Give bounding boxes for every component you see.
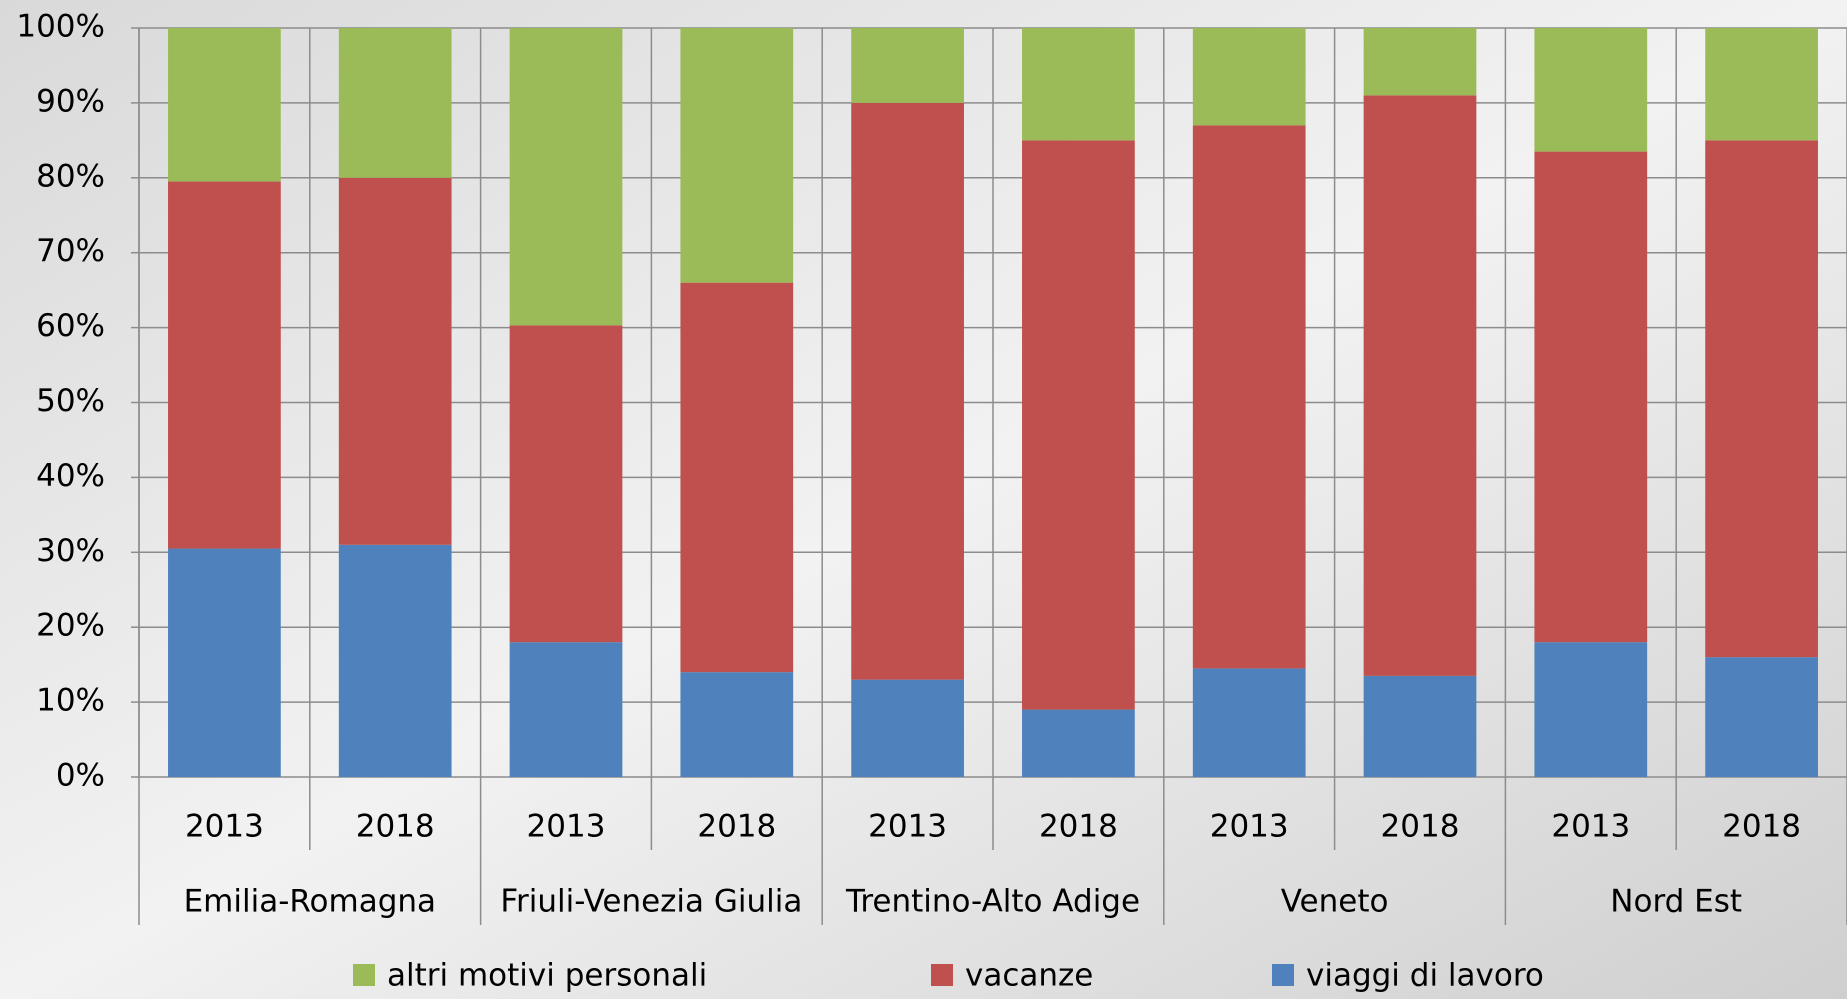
x-tick-label: 2013 <box>185 809 264 845</box>
y-tick-label: 40% <box>36 458 105 494</box>
y-tick-label: 80% <box>36 158 105 194</box>
y-tick-label: 50% <box>36 383 105 419</box>
y-tick-label: 60% <box>36 308 105 344</box>
bar-segment <box>1534 28 1648 152</box>
bar-segment <box>680 282 794 673</box>
group-label: Trentino-Alto Adige <box>845 884 1140 920</box>
legend-swatch <box>353 964 375 986</box>
y-tick-label: 100% <box>16 9 105 45</box>
bar-segment <box>338 28 452 178</box>
x-tick-label: 2018 <box>1039 809 1118 845</box>
group-label: Veneto <box>1281 884 1389 920</box>
bar-segment <box>851 102 964 680</box>
x-tick-label: 2018 <box>697 809 776 845</box>
bar-segment <box>1022 140 1135 710</box>
bar-segment <box>1192 668 1306 777</box>
y-tick-label: 90% <box>36 83 105 119</box>
bar-segment <box>1192 28 1306 126</box>
bar-segment <box>680 28 794 283</box>
bar-segment <box>168 28 281 182</box>
bar-segment <box>1705 140 1818 658</box>
bar-segment <box>1705 28 1818 141</box>
legend-swatch <box>931 964 953 986</box>
bar-segment <box>168 548 281 777</box>
bar-segment <box>509 28 623 326</box>
bar-segment <box>168 181 281 549</box>
bar-segment <box>1534 642 1648 777</box>
bar-segment <box>1534 151 1648 643</box>
x-tick-label: 2013 <box>868 809 947 845</box>
group-label: Friuli-Venezia Giulia <box>500 884 802 920</box>
x-tick-label: 2018 <box>356 809 435 845</box>
y-tick-label: 0% <box>56 758 105 794</box>
bar-segment <box>851 679 964 777</box>
x-tick-label: 2013 <box>1210 809 1289 845</box>
x-tick-label: 2013 <box>1551 809 1630 845</box>
y-tick-label: 70% <box>36 233 105 269</box>
bar-segment <box>509 642 623 777</box>
x-tick-label: 2018 <box>1381 809 1460 845</box>
bar-segment <box>338 177 452 545</box>
legend-swatch <box>1272 964 1294 986</box>
bar-segment <box>1705 657 1818 777</box>
bar-segment <box>1022 28 1135 141</box>
legend-label: viaggi di lavoro <box>1306 958 1544 994</box>
bar-segment <box>1192 125 1306 669</box>
y-tick-label: 10% <box>36 683 105 719</box>
bar-segment <box>1363 28 1477 96</box>
x-tick-label: 2013 <box>527 809 606 845</box>
legend-label: vacanze <box>965 958 1093 994</box>
group-label: Nord Est <box>1610 884 1742 920</box>
group-label: Emilia-Romagna <box>184 884 436 920</box>
bar-segment <box>680 672 794 777</box>
bar-segment <box>851 28 964 103</box>
bar-segment <box>1363 675 1477 777</box>
y-tick-label: 30% <box>36 533 105 569</box>
bar-segment <box>1022 709 1135 777</box>
bar-segment <box>1363 95 1477 676</box>
y-tick-label: 20% <box>36 608 105 644</box>
bar-segment <box>338 544 452 777</box>
bar-segment <box>509 325 623 643</box>
x-tick-label: 2018 <box>1722 809 1801 845</box>
legend-label: altri motivi personali <box>387 958 707 994</box>
